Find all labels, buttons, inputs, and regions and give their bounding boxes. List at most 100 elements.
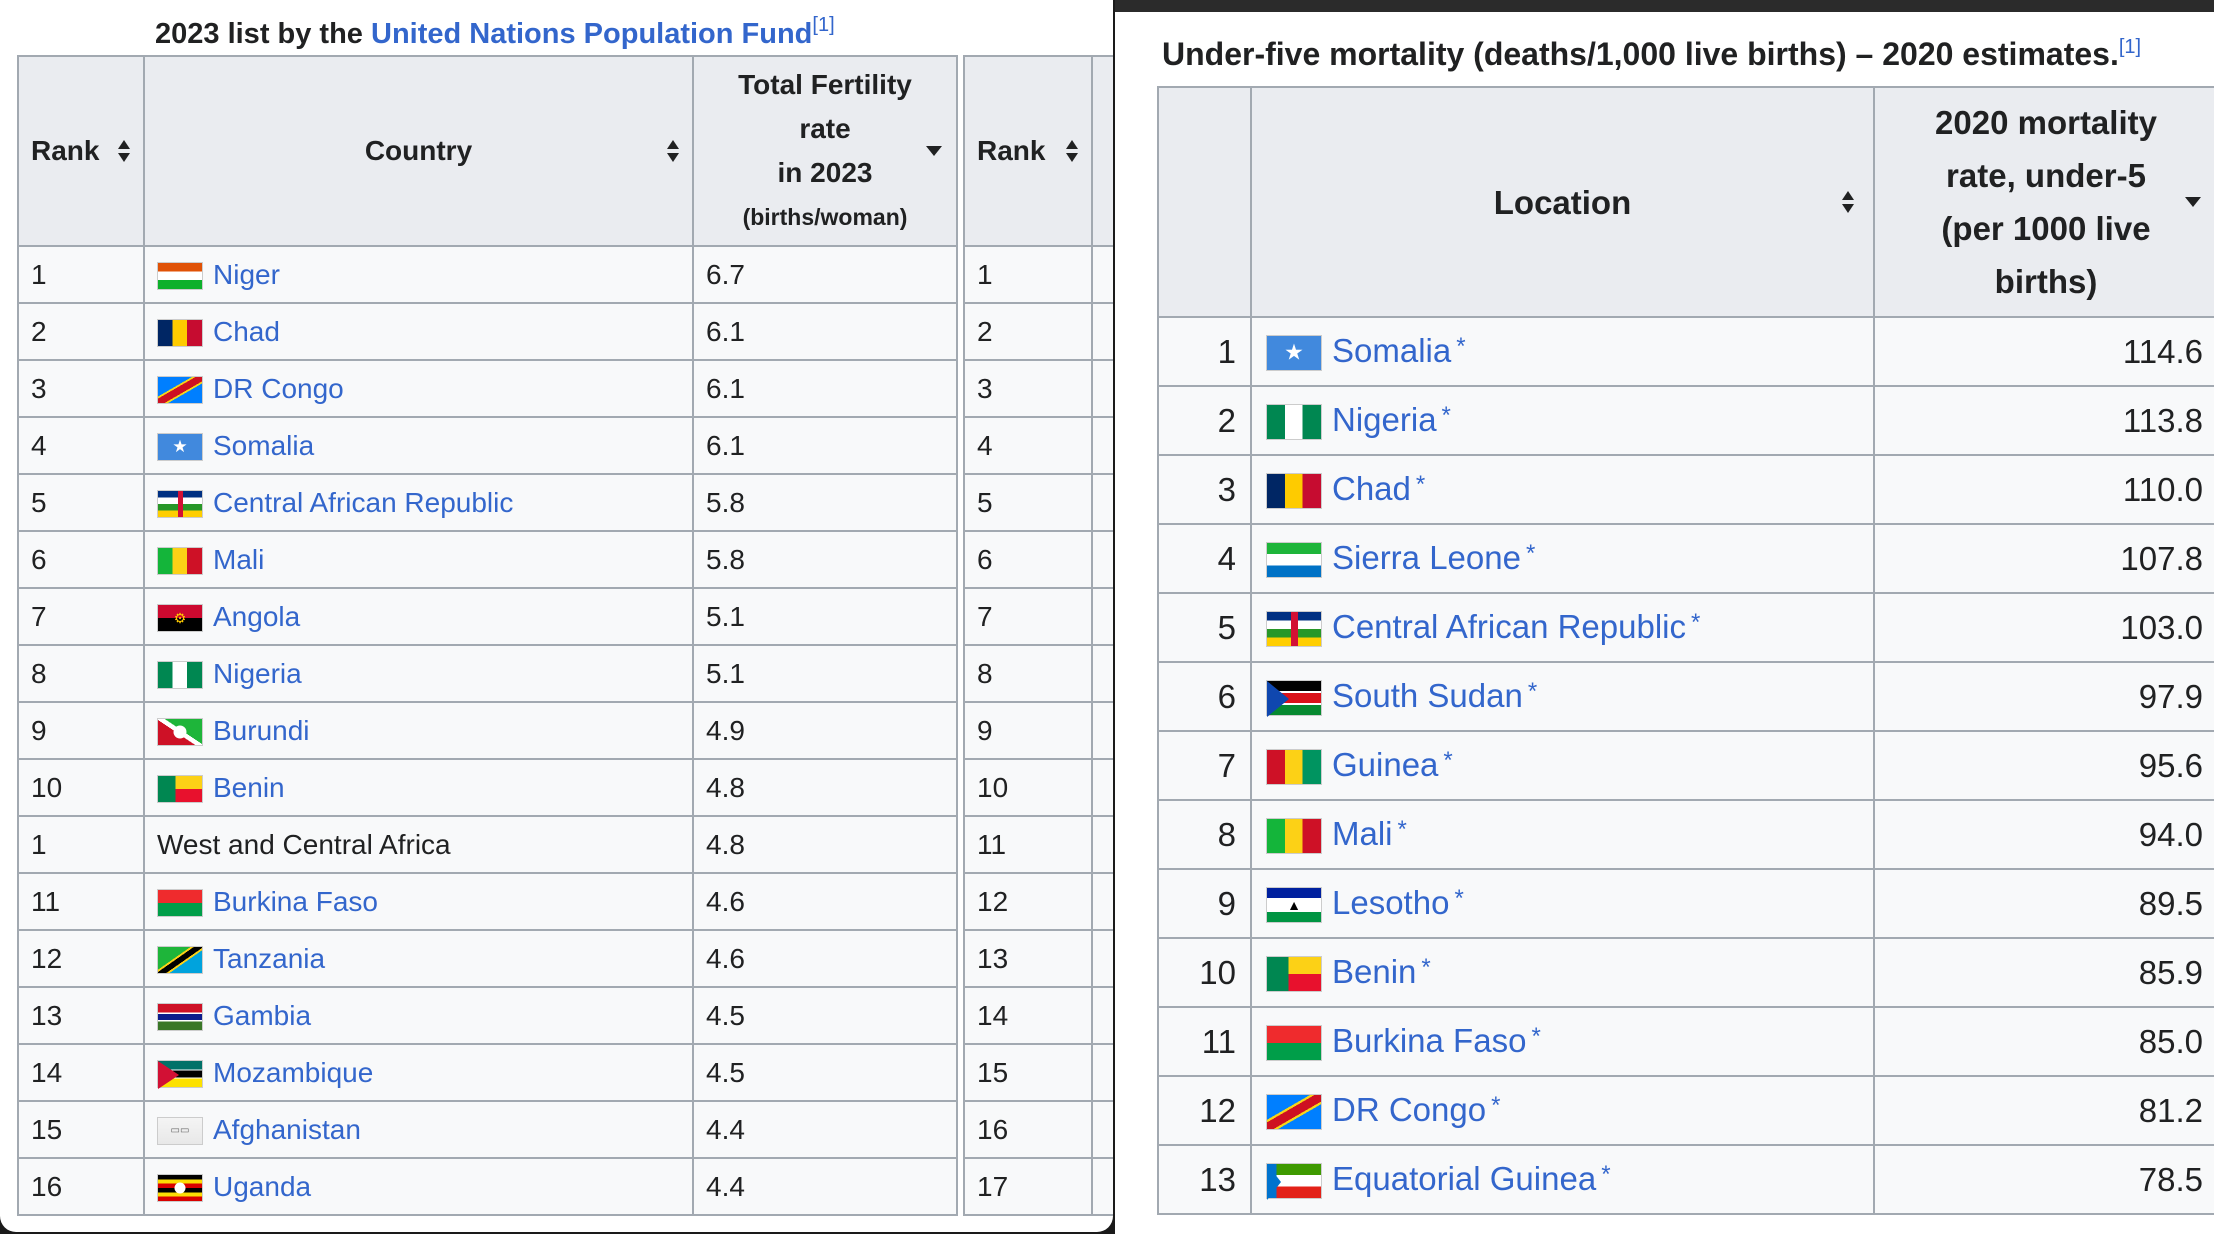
location-name[interactable]: South Sudan [1332,676,1523,714]
table-row: 16 [963,1100,1113,1159]
location-name[interactable]: Equatorial Guinea [1332,1159,1597,1197]
country-header[interactable]: Country [143,55,694,247]
location-name[interactable]: Mali [1332,814,1393,852]
country-cell[interactable]: DR Congo [143,359,694,418]
country-name[interactable]: Mali [213,543,265,575]
location-cell[interactable]: Sierra Leone * [1250,523,1875,594]
reference-link[interactable]: [1] [812,14,835,36]
country-name[interactable]: DR Congo [213,372,344,404]
location-name[interactable]: Lesotho [1332,883,1450,921]
country-cell[interactable]: Tanzania [143,929,694,988]
footnote-marker[interactable]: * [1691,608,1701,636]
country-cell[interactable]: Mali [143,530,694,589]
country-cell: West and Central Africa [143,815,694,874]
footnote-marker[interactable]: * [1525,539,1536,567]
location-cell[interactable]: Equatorial Guinea * [1250,1144,1875,1215]
footnote-marker[interactable]: * [1443,746,1453,774]
sort-icon[interactable] [1841,191,1855,213]
location-name[interactable]: Burkina Faso [1332,1021,1527,1059]
footnote-marker[interactable]: * [1456,332,1466,360]
country-name[interactable]: Afghanistan [213,1113,361,1145]
footnote-marker[interactable]: * [1601,1160,1611,1188]
country-name[interactable]: Benin [213,771,285,803]
country-header-partial[interactable] [1091,55,1113,247]
location-cell[interactable]: Central African Republic * [1250,592,1875,663]
country-name[interactable]: Somalia [213,429,315,461]
location-name[interactable]: Sierra Leone [1332,538,1521,576]
table-row: 1 West and Central Africa 4.8 [17,815,958,874]
country-cell[interactable]: ★ Somalia [143,416,694,475]
country-name[interactable]: Central African Republic [213,486,514,518]
location-name[interactable]: Benin [1332,952,1417,990]
rank-cell: 7 [17,587,145,646]
country-cell-partial [1091,473,1113,532]
table-row: 14 [963,986,1113,1045]
rank-cell: 13 [1157,1144,1252,1215]
reference-link[interactable]: [1] [2118,36,2142,58]
country-cell[interactable]: Niger [143,245,694,304]
footnote-marker[interactable]: * [1441,401,1451,429]
location-cell[interactable]: ★ Somalia * [1250,316,1875,387]
footnote-marker[interactable]: * [1415,470,1426,498]
footnote-marker[interactable]: * [1397,815,1407,843]
sort-icon[interactable] [117,140,131,162]
fertility-value-cell: 6.1 [692,416,958,475]
sort-descending-icon[interactable] [2185,197,2201,207]
country-cell[interactable]: Chad [143,302,694,361]
table-row: 2 Nigeria * 113.8 [1157,385,2214,456]
fertility-rate-header[interactable]: Total Fertility rate in 2023 (births/wom… [692,55,958,247]
footnote-marker[interactable]: * [1527,677,1538,705]
country-cell[interactable]: Nigeria [143,644,694,703]
rank-header[interactable]: Rank [17,55,145,247]
location-cell[interactable]: Benin * [1250,937,1875,1008]
footnote-marker[interactable]: * [1491,1091,1501,1119]
country-cell[interactable]: ▭▭ Afghanistan [143,1100,694,1159]
country-cell[interactable]: ⚙ Angola [143,587,694,646]
country-name[interactable]: Chad [213,315,280,347]
country-cell[interactable]: Mozambique [143,1043,694,1102]
sort-icon[interactable] [1065,140,1079,162]
location-name[interactable]: Chad [1332,469,1411,507]
country-cell[interactable]: Burundi [143,701,694,760]
lesotho-flag-icon: ▲ [1266,887,1322,924]
sort-descending-icon[interactable] [926,146,942,156]
location-header[interactable]: Location [1250,86,1875,318]
country-cell[interactable]: Burkina Faso [143,872,694,931]
country-name[interactable]: Burundi [213,714,310,746]
country-name[interactable]: Gambia [213,999,312,1031]
location-name[interactable]: DR Congo [1332,1090,1487,1128]
location-cell[interactable]: South Sudan * [1250,661,1875,732]
country-name[interactable]: Mozambique [213,1056,374,1088]
country-name[interactable]: Angola [213,600,301,632]
location-name[interactable]: Nigeria [1332,400,1437,438]
country-cell[interactable]: Benin [143,758,694,817]
country-cell[interactable]: Uganda [143,1157,694,1216]
afghanistan-flag-icon: ▭▭ [157,1117,203,1146]
country-name[interactable]: Uganda [213,1170,312,1202]
rank-header[interactable]: Rank [963,55,1093,247]
country-name[interactable]: Niger [213,258,280,290]
country-cell[interactable]: Central African Republic [143,473,694,532]
location-cell[interactable]: ▲ Lesotho * [1250,868,1875,939]
location-cell[interactable]: Nigeria * [1250,385,1875,456]
sort-icon[interactable] [666,140,680,162]
location-cell[interactable]: DR Congo * [1250,1075,1875,1146]
location-name[interactable]: Guinea [1332,745,1439,783]
country-cell[interactable]: Gambia [143,986,694,1045]
footnote-marker[interactable]: * [1531,1022,1541,1050]
location-name[interactable]: Somalia [1332,331,1452,369]
location-name[interactable]: Central African Republic [1332,607,1687,645]
location-cell[interactable]: Chad * [1250,454,1875,525]
country-name[interactable]: Burkina Faso [213,885,378,917]
country-name[interactable]: Nigeria [213,657,302,689]
location-cell[interactable]: Guinea * [1250,730,1875,801]
table-row: 10 [963,758,1113,817]
tanzania-flag-icon [157,946,203,975]
mortality-rate-header[interactable]: 2020 mortality rate, under-5 (per 1000 l… [1873,86,2214,318]
footnote-marker[interactable]: * [1454,884,1464,912]
country-name[interactable]: Tanzania [213,942,326,974]
location-cell[interactable]: Burkina Faso * [1250,1006,1875,1077]
footnote-marker[interactable]: * [1421,953,1431,981]
location-cell[interactable]: Mali * [1250,799,1875,870]
unfpa-link[interactable]: United Nations Population Fund [371,18,813,50]
